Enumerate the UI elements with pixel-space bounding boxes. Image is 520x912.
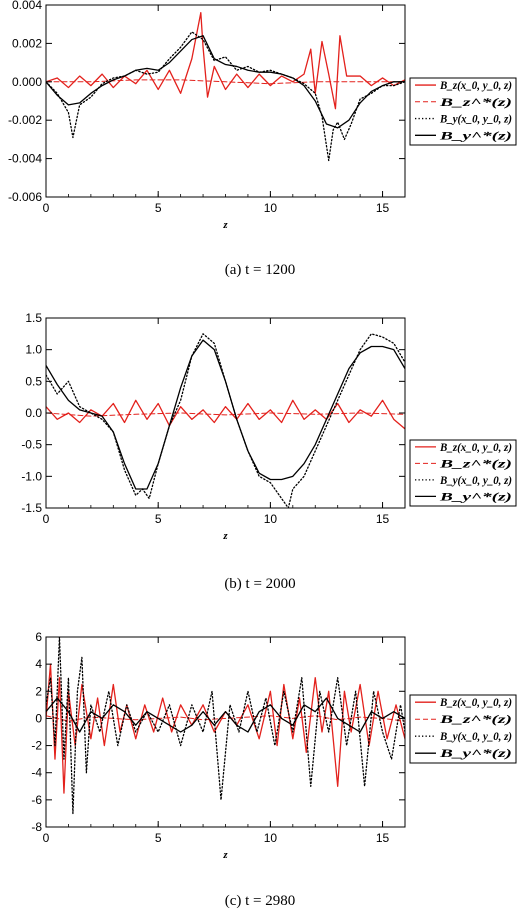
x-tick-label: 15 [376, 201, 390, 215]
panel-caption: (a) t = 1200 [225, 262, 296, 278]
x-tick-label: 15 [376, 831, 390, 845]
y-tick-label: -2 [31, 739, 42, 753]
x-axis-label: z [222, 849, 228, 861]
plot-frame [45, 4, 406, 198]
x-tick-label: 0 [43, 831, 50, 845]
series-line-2 [46, 31, 405, 162]
legend-label-3: B_y^*(z) [438, 489, 512, 503]
series-line-1 [46, 715, 405, 722]
series-line-0 [46, 399, 405, 430]
series-line-3 [46, 339, 405, 490]
x-tick-label: 15 [376, 512, 390, 526]
y-tick-label: 2 [35, 684, 42, 698]
legend-box [409, 77, 517, 146]
series-group [46, 333, 405, 508]
x-tick-label: 0 [43, 512, 50, 526]
series-line-3 [46, 35, 405, 129]
legend-label-2: B_y(x_0, y_0, z) [439, 729, 512, 743]
y-tick-label: 0 [35, 711, 42, 725]
series-line-2 [46, 333, 405, 508]
legend: B_z(x_0, y_0, z) B_z^*(z) B_y(x_0, y_0, z)… [409, 439, 517, 507]
legend-label-1: B_z^*(z) [438, 456, 512, 470]
y-tick-label: -8 [31, 820, 42, 834]
legend: B_z(x_0, y_0, z) B_z^*(z) B_y(x_0, y_0, z)… [409, 77, 517, 146]
y-tick-label: 1.5 [25, 311, 42, 325]
y-tick-label: 0.000 [12, 75, 42, 89]
y-tick-label: 6 [35, 630, 42, 644]
legend-label-0: B_z(x_0, y_0, z) [439, 695, 512, 709]
series-line-1 [46, 412, 405, 417]
x-tick-label: 10 [264, 831, 278, 845]
y-tick-label: 0.004 [12, 0, 42, 12]
legend-label-2: B_y(x_0, y_0, z) [439, 473, 512, 487]
y-tick-label: -0.006 [8, 190, 42, 204]
x-tick-label: 10 [264, 201, 278, 215]
y-tick-label: -1.5 [21, 501, 42, 515]
x-tick-label: 5 [155, 512, 162, 526]
legend-label-1: B_z^*(z) [438, 712, 512, 726]
y-tick-label: -6 [31, 793, 42, 807]
legend: B_z(x_0, y_0, z) B_z^*(z) B_y(x_0, y_0, z)… [409, 694, 517, 764]
y-tick-label: -1.0 [21, 469, 42, 483]
series-line-0 [46, 663, 405, 794]
x-tick-label: 10 [264, 512, 278, 526]
y-tick-label: 0.002 [12, 36, 42, 50]
series-line-2 [46, 637, 405, 815]
y-tick-label: -0.5 [21, 438, 42, 452]
y-tick-label: -0.002 [8, 113, 42, 127]
x-axis-label: z [222, 219, 228, 231]
y-tick-label: -0.004 [8, 152, 42, 166]
x-tick-label: 5 [155, 831, 162, 845]
x-tick-label: 5 [155, 201, 162, 215]
y-tick-label: 0.0 [25, 406, 42, 420]
legend-label-0: B_z(x_0, y_0, z) [439, 440, 512, 454]
legend-label-3: B_y^*(z) [438, 746, 512, 760]
series-line-1 [46, 79, 405, 85]
legend-label-2: B_y(x_0, y_0, z) [439, 112, 512, 126]
legend-label-1: B_z^*(z) [438, 95, 512, 109]
series-group [46, 12, 405, 162]
legend-box [409, 439, 517, 507]
series-line-0 [46, 12, 405, 110]
legend-box [409, 694, 517, 764]
legend-label-3: B_y^*(z) [438, 128, 512, 142]
y-tick-label: 1.0 [25, 343, 42, 357]
y-tick-label: 4 [35, 657, 42, 671]
legend-label-0: B_z(x_0, y_0, z) [439, 78, 512, 92]
y-tick-label: -4 [31, 766, 42, 780]
y-tick-label: 0.5 [25, 374, 42, 388]
chart-panel-0: 0 5 10 15 -0.006 -0.004 -0.002 0.000 0.002 0.004 z… [8, 0, 517, 278]
chart-panel-2: 0 5 10 15 -8 -6 -4 -2 0 2 4 6 z B_z(x_0, y_0, z) B_z^*… [31, 630, 517, 909]
x-axis-label: z [222, 530, 228, 542]
panel-caption: (b) t = 2000 [224, 576, 295, 592]
series-line-3 [46, 697, 405, 733]
series-group [46, 637, 405, 815]
panel-caption: (c) t = 2980 [225, 893, 296, 909]
x-tick-label: 0 [43, 201, 50, 215]
chart-panel-1: 0 5 10 15 -1.5 -1.0 -0.5 0.0 0.5 1.0 1.5 z B_z(x_0, … [21, 311, 517, 592]
